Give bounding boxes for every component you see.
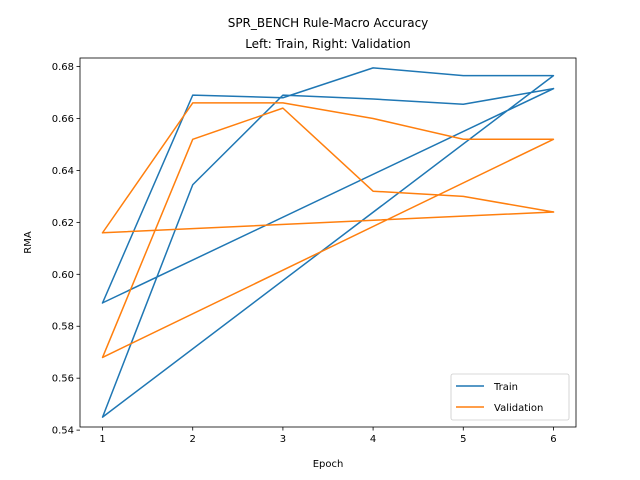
x-tick-label: 1 <box>99 434 105 445</box>
y-tick-label: 0.66 <box>52 114 74 125</box>
y-tick-label: 0.58 <box>52 322 74 333</box>
x-axis-label: Epoch <box>313 459 344 470</box>
y-tick-label: 0.62 <box>52 218 74 229</box>
series-line-validation <box>101 102 555 359</box>
y-tick-label: 0.60 <box>52 270 74 281</box>
chart-subtitle: Left: Train, Right: Validation <box>245 37 411 51</box>
x-tick-label: 6 <box>550 434 556 445</box>
x-tick-label: 2 <box>190 434 196 445</box>
x-axis-ticks: 1 2 3 4 5 6 <box>99 427 557 445</box>
y-axis-label: RMA <box>23 231 34 254</box>
x-tick-label: 3 <box>280 434 286 445</box>
y-axis-ticks: 0.54 0.56 0.58 0.60 0.62 0.64 0.66 0.68 <box>52 62 80 437</box>
legend-label-validation: Validation <box>494 403 543 414</box>
y-tick-label: 0.68 <box>52 62 74 73</box>
y-tick-label: 0.56 <box>52 374 74 385</box>
plot-frame <box>79 57 577 428</box>
x-tick-label: 4 <box>370 434 376 445</box>
series-line-train <box>101 67 555 418</box>
x-tick-label: 5 <box>460 434 466 445</box>
series-layer <box>101 67 555 418</box>
legend: Train Validation <box>450 373 570 421</box>
chart-title: SPR_BENCH Rule-Macro Accuracy <box>228 16 429 30</box>
y-tick-label: 0.54 <box>52 426 74 437</box>
legend-label-train: Train <box>493 382 518 393</box>
y-tick-label: 0.64 <box>52 166 74 177</box>
